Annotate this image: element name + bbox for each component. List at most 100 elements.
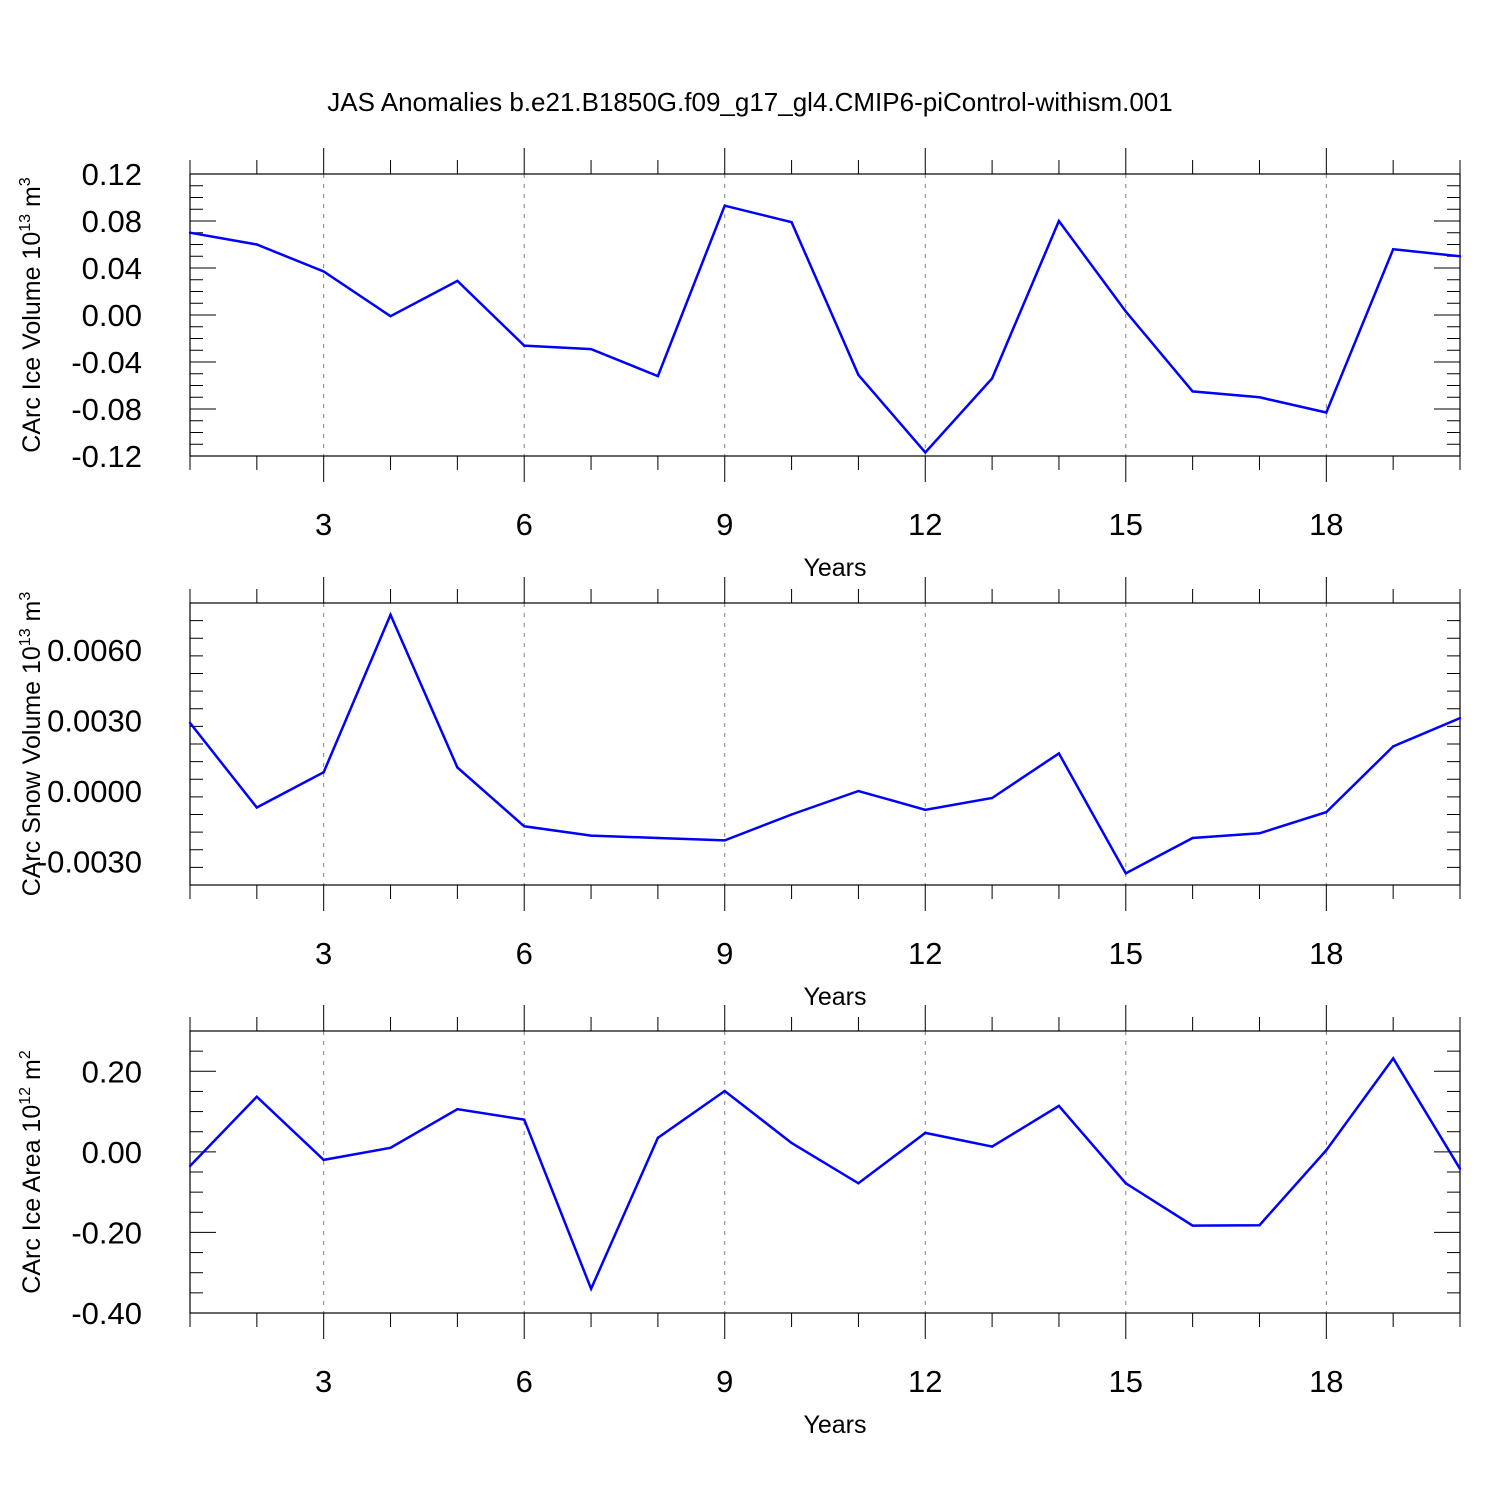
x-tick-label: 18 — [1309, 507, 1343, 542]
data-point — [188, 721, 192, 725]
data-point — [523, 1118, 526, 1121]
series-line — [189, 611, 1461, 875]
x-tick-label: 18 — [1309, 1364, 1343, 1399]
x-tick-label: 9 — [716, 1364, 733, 1399]
data-point — [456, 279, 459, 283]
data-point — [523, 344, 526, 347]
data-point — [990, 1145, 994, 1148]
y-tick-label: 0.0000 — [47, 774, 142, 809]
panel-2: -0.0030 0.0000 0.0030 0.0060 3 6 9 12 15 18 Years C… — [17, 577, 1462, 1011]
x-tick-label: 3 — [315, 936, 332, 971]
y-tick-label: 0.12 — [82, 157, 142, 192]
x-tick-label: 15 — [1109, 1364, 1143, 1399]
x-tick-label: 3 — [315, 507, 332, 542]
series-line — [189, 1056, 1462, 1293]
x-tick-label: 6 — [516, 507, 533, 542]
y-tick-label: -0.20 — [71, 1215, 142, 1250]
data-point — [389, 314, 392, 318]
data-point — [656, 374, 660, 378]
data-point — [990, 796, 994, 800]
plot-frame — [189, 602, 1461, 886]
x-tick-label: 15 — [1109, 936, 1143, 971]
data-point — [857, 1182, 860, 1185]
data-point — [322, 771, 325, 774]
y-axis-label: CArc Snow Volume 1013 m3 — [17, 592, 46, 897]
y-tick-label: 0.20 — [82, 1054, 142, 1089]
data-point — [1458, 255, 1462, 258]
panel-3: -0.40 -0.20 0.00 0.20 3 6 9 12 15 18 Years CArc Ice… — [17, 1005, 1462, 1439]
y-tick-label: 0.04 — [82, 251, 142, 286]
data-point — [1258, 832, 1261, 835]
y-axis-label-text: m — [18, 1059, 46, 1087]
y-tick-label: -0.0030 — [37, 845, 142, 880]
data-point — [1124, 310, 1127, 313]
x-tick-label: 6 — [516, 1364, 533, 1399]
data-point — [1057, 219, 1061, 223]
data-point — [322, 270, 325, 273]
data-point — [924, 1131, 927, 1135]
data-point — [456, 1107, 459, 1111]
data-point — [656, 836, 660, 840]
data-point — [1458, 716, 1462, 720]
y-tick-label: -0.04 — [71, 345, 142, 380]
data-point — [456, 766, 459, 769]
data-point — [990, 377, 994, 380]
x-tick-label: 15 — [1109, 507, 1143, 542]
data-point — [389, 1146, 392, 1150]
data-point — [1191, 1224, 1194, 1227]
data-point — [1057, 1104, 1061, 1108]
data-point — [589, 1287, 593, 1291]
data-point — [1391, 248, 1395, 251]
data-point — [1325, 1149, 1328, 1152]
series-line — [189, 204, 1461, 455]
x-tick-label: 3 — [315, 1364, 332, 1399]
data-point — [857, 373, 860, 377]
panel-1: -0.12 -0.08 -0.04 0.00 0.04 0.08 0.12 3 6 9 12 15 18… — [17, 148, 1462, 582]
data-point — [1458, 1167, 1462, 1170]
data-point — [1258, 1223, 1261, 1227]
data-point — [1258, 396, 1261, 399]
data-point — [188, 231, 192, 234]
data-point — [1391, 745, 1395, 748]
y-tick-label: 0.00 — [82, 298, 142, 333]
y-tick-label: 0.0060 — [47, 633, 142, 668]
y-axis-label-text: CArc Ice Area 10 — [18, 1105, 46, 1294]
y-axis-label-text: m — [18, 601, 46, 629]
data-point — [523, 825, 526, 828]
x-axis-label: Years — [803, 1411, 866, 1439]
data-point — [790, 1141, 793, 1145]
chart-title: JAS Anomalies b.e21.B1850G.f09_g17_gl4.C… — [327, 87, 1172, 117]
y-axis-label-exponent: 13 — [17, 628, 34, 646]
plot-frame — [189, 173, 1461, 457]
y-tick-label: 0.08 — [82, 204, 142, 239]
y-tick-label: -0.12 — [71, 439, 142, 474]
data-point — [188, 1164, 192, 1168]
data-point — [1325, 810, 1328, 814]
x-tick-label: 18 — [1309, 936, 1343, 971]
y-axis-label-exponent: 13 — [17, 214, 34, 232]
x-axis-label: Years — [803, 983, 866, 1011]
y-axis-label-exponent: 12 — [17, 1087, 34, 1105]
plot-frame — [189, 1030, 1461, 1314]
data-point — [790, 220, 793, 224]
data-point — [1325, 411, 1328, 414]
data-point — [924, 451, 927, 454]
data-point — [656, 1136, 660, 1139]
y-tick-label: -0.08 — [71, 392, 142, 427]
data-point — [1191, 836, 1194, 840]
y-tick-label: -0.40 — [71, 1296, 142, 1331]
y-axis-label: CArc Ice Area 1012 m2 — [17, 1050, 46, 1294]
data-point — [924, 808, 927, 811]
data-point — [1191, 390, 1194, 393]
x-tick-label: 12 — [908, 1364, 942, 1399]
y-axis-label: CArc Ice Volume 1013 m3 — [17, 177, 46, 453]
x-tick-label: 12 — [908, 936, 942, 971]
data-point — [1124, 872, 1127, 875]
data-point — [1391, 1057, 1395, 1060]
data-point — [589, 347, 593, 351]
y-tick-label: 0.00 — [82, 1135, 142, 1170]
y-axis-label-text: CArc Ice Volume 10 — [18, 232, 46, 453]
y-axis-label-text: CArc Snow Volume 10 — [18, 646, 46, 896]
data-point — [790, 813, 793, 816]
